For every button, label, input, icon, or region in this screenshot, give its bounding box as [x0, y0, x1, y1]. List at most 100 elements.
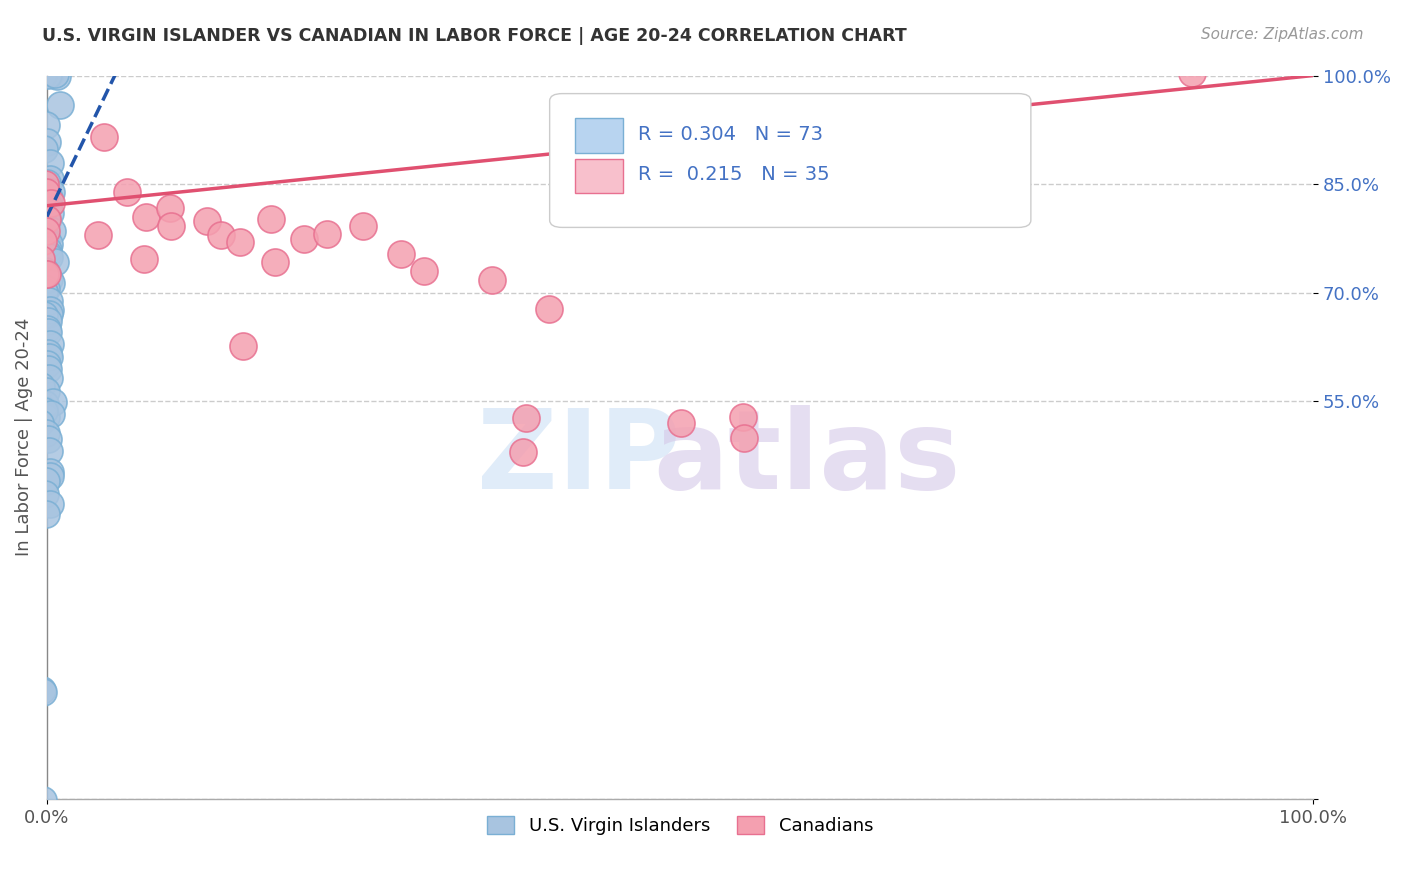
- FancyBboxPatch shape: [550, 94, 1031, 227]
- Point: [45, 70, 67, 84]
- Point: [37, 176, 59, 190]
- Point: [512, 445, 534, 459]
- Y-axis label: In Labor Force | Age 20-24: In Labor Force | Age 20-24: [15, 318, 32, 557]
- Point: [37, 321, 59, 335]
- Point: [34, 177, 56, 191]
- Point: [49, 98, 72, 112]
- Point: [35, 507, 58, 521]
- Point: [32, 197, 55, 211]
- Point: [38, 236, 60, 251]
- Text: atlas: atlas: [652, 405, 960, 512]
- Point: [35, 230, 58, 244]
- Point: [413, 264, 436, 278]
- Point: [292, 232, 315, 246]
- Point: [132, 252, 155, 266]
- Point: [39, 277, 62, 291]
- Point: [34, 384, 56, 398]
- Point: [135, 210, 157, 224]
- Point: [34, 309, 56, 323]
- Point: [35, 214, 58, 228]
- Point: [115, 185, 138, 199]
- Point: [1181, 66, 1204, 80]
- Point: [734, 431, 756, 445]
- Point: [232, 339, 254, 353]
- Point: [37, 362, 59, 376]
- FancyBboxPatch shape: [575, 119, 623, 153]
- Point: [39, 206, 62, 220]
- Point: [38, 350, 60, 364]
- Point: [229, 235, 252, 250]
- Point: [32, 285, 55, 299]
- Point: [30, 416, 52, 430]
- Point: [34, 487, 56, 501]
- Point: [34, 426, 56, 441]
- Point: [32, 404, 55, 418]
- Text: U.S. VIRGIN ISLANDER VS CANADIAN IN LABOR FORCE | AGE 20-24 CORRELATION CHART: U.S. VIRGIN ISLANDER VS CANADIAN IN LABO…: [42, 27, 907, 45]
- Text: ZIP: ZIP: [477, 405, 681, 512]
- Point: [37, 243, 59, 257]
- Point: [669, 416, 692, 430]
- Point: [32, 68, 55, 82]
- Point: [41, 395, 63, 409]
- Point: [32, 235, 55, 249]
- Point: [31, 682, 53, 697]
- Point: [159, 201, 181, 215]
- Point: [34, 267, 56, 281]
- Point: [37, 326, 59, 340]
- Point: [39, 407, 62, 421]
- Point: [39, 497, 62, 511]
- Point: [537, 301, 560, 316]
- Point: [35, 213, 58, 227]
- Point: [264, 254, 287, 268]
- Point: [159, 219, 181, 233]
- Point: [32, 204, 55, 219]
- Point: [35, 410, 58, 425]
- Point: [34, 118, 56, 132]
- Point: [34, 264, 56, 278]
- Point: [87, 227, 110, 242]
- Point: [34, 234, 56, 248]
- Point: [38, 272, 60, 286]
- Point: [32, 142, 55, 156]
- Point: [35, 268, 58, 282]
- Point: [316, 227, 339, 242]
- Point: [37, 246, 59, 260]
- Legend: U.S. Virgin Islanders, Canadians: U.S. Virgin Islanders, Canadians: [478, 806, 882, 844]
- Point: [38, 444, 60, 458]
- Text: R = 0.304   N = 73: R = 0.304 N = 73: [638, 125, 824, 144]
- Point: [37, 212, 59, 227]
- Point: [34, 229, 56, 244]
- Point: [32, 273, 55, 287]
- Point: [38, 172, 60, 186]
- Point: [32, 793, 55, 807]
- Point: [38, 67, 60, 81]
- Point: [515, 411, 537, 425]
- FancyBboxPatch shape: [575, 159, 623, 194]
- Point: [39, 186, 62, 200]
- Point: [35, 135, 58, 149]
- Text: R =  0.215   N = 35: R = 0.215 N = 35: [638, 165, 830, 184]
- Point: [39, 336, 62, 351]
- Point: [260, 212, 283, 227]
- Point: [389, 246, 412, 260]
- Point: [38, 293, 60, 308]
- Point: [37, 314, 59, 328]
- Point: [37, 68, 59, 82]
- Point: [37, 198, 59, 212]
- Point: [93, 129, 115, 144]
- Point: [35, 282, 58, 296]
- Point: [38, 303, 60, 318]
- Point: [38, 250, 60, 264]
- Point: [38, 191, 60, 205]
- Point: [37, 67, 59, 81]
- Point: [39, 156, 62, 170]
- Point: [39, 196, 62, 211]
- Point: [32, 285, 55, 299]
- Point: [209, 227, 232, 242]
- Point: [44, 255, 66, 269]
- Point: [34, 475, 56, 489]
- Point: [30, 252, 52, 266]
- Point: [38, 469, 60, 483]
- Point: [731, 409, 754, 424]
- Point: [31, 685, 53, 699]
